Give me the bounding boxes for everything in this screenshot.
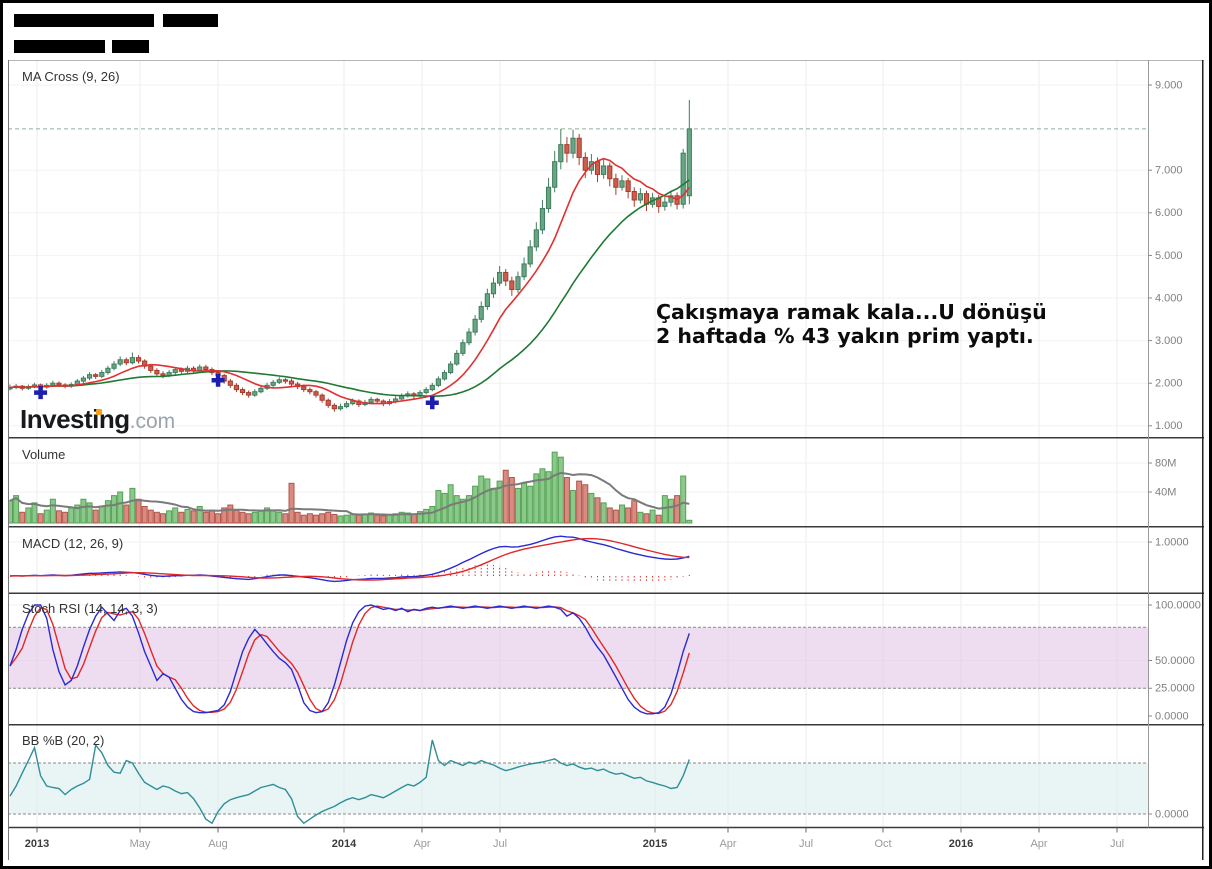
- svg-text:100.0000: 100.0000: [1155, 599, 1201, 611]
- redacted-chart-subtitle: [14, 40, 105, 53]
- cross-marker-icon: [425, 396, 439, 410]
- svg-text:1.000: 1.000: [1155, 420, 1183, 432]
- svg-text:1.0000: 1.0000: [1155, 536, 1189, 548]
- svg-text:3.000: 3.000: [1155, 335, 1183, 347]
- investing-logo-brand: Investing: [20, 404, 130, 434]
- svg-text:4.000: 4.000: [1155, 292, 1183, 304]
- panel-frame: [8, 60, 1204, 860]
- redacted-instrument-title: [14, 14, 154, 27]
- indicator-label-bb-percent-b: BB %B (20, 2): [22, 733, 105, 748]
- ma-slow-line: [9, 179, 690, 397]
- svg-text:40M: 40M: [1155, 486, 1176, 498]
- stoch-k: [9, 604, 690, 715]
- bb-band: [8, 763, 1148, 814]
- svg-text:0.0000: 0.0000: [1155, 710, 1189, 722]
- svg-text:Apr: Apr: [719, 838, 736, 850]
- indicator-label-stoch-rsi: Stoch RSI (14, 14, 3, 3): [22, 601, 158, 616]
- cross-marker-icon: [34, 386, 48, 400]
- indicator-bands: [8, 626, 1148, 815]
- indicator-label-volume: Volume: [22, 447, 66, 462]
- analyst-annotation: Çakışmaya ramak kala...U dönüşü 2 haftad…: [656, 300, 1047, 348]
- bb-line-g: [9, 739, 690, 825]
- svg-text:Oct: Oct: [874, 838, 891, 850]
- svg-text:0.0000: 0.0000: [1155, 808, 1189, 820]
- svg-text:Jul: Jul: [493, 838, 507, 850]
- cross-marker-icon: [211, 373, 225, 387]
- svg-text:7.000: 7.000: [1155, 165, 1183, 177]
- svg-text:Jul: Jul: [799, 838, 813, 850]
- svg-text:2.000: 2.000: [1155, 378, 1183, 390]
- svg-text:25.0000: 25.0000: [1155, 683, 1195, 695]
- redacted-instrument-title-2: [163, 14, 218, 27]
- investing-logo-orange-dot: [96, 409, 102, 415]
- stoch-k-line: [9, 604, 690, 715]
- ma-slow: [9, 179, 690, 397]
- svg-text:Apr: Apr: [413, 838, 430, 850]
- chart-plot-area[interactable]: 9.000 7.000 6.000 5.000 4.000 3.000 2.000 1.000…: [7, 60, 1204, 860]
- stoch-d: [9, 605, 690, 715]
- stoch-d-line: [9, 605, 690, 715]
- redacted-chart-subtitle-2: [112, 40, 149, 53]
- svg-text:May: May: [130, 838, 151, 850]
- svg-text:50.0000: 50.0000: [1155, 655, 1195, 667]
- bb-percent-b-line: [9, 739, 690, 825]
- svg-text:6.000: 6.000: [1155, 207, 1183, 219]
- volume-ma-line: [9, 471, 690, 516]
- volume-bars: [7, 451, 693, 524]
- svg-text:80M: 80M: [1155, 457, 1176, 469]
- svg-text:2014: 2014: [332, 838, 357, 850]
- indicator-label-macd: MACD (12, 26, 9): [22, 536, 124, 551]
- chart-svg: 9.000 7.000 6.000 5.000 4.000 3.000 2.000 1.000…: [7, 60, 1204, 860]
- annotation-line-1: Çakışmaya ramak kala...U dönüşü: [656, 300, 1047, 324]
- gridlines: [8, 60, 1148, 828]
- svg-text:2013: 2013: [25, 838, 49, 850]
- svg-text:5.000: 5.000: [1155, 250, 1183, 262]
- indicator-label-ma-cross: MA Cross (9, 26): [22, 69, 120, 84]
- price-axis: 9.000 7.000 6.000 5.000 4.000 3.000 2.000 1.000…: [1148, 79, 1201, 820]
- svg-text:Aug: Aug: [208, 838, 228, 850]
- volume-ma: [9, 471, 690, 516]
- svg-text:Apr: Apr: [1030, 838, 1047, 850]
- annotation-line-2: 2 haftada % 43 yakın prim yaptı.: [656, 324, 1034, 348]
- svg-text:9.000: 9.000: [1155, 79, 1183, 91]
- macd-signal-g: [9, 537, 690, 581]
- svg-text:2015: 2015: [643, 838, 667, 850]
- svg-text:2016: 2016: [949, 838, 973, 850]
- ma-fast: [9, 157, 690, 405]
- investing-logo-tld: .com: [129, 410, 176, 433]
- stoch-rsi-band: [8, 627, 1148, 689]
- svg-text:Jul: Jul: [1110, 838, 1124, 850]
- ma-cross-markers: [34, 373, 439, 410]
- macd-signal-line: [9, 537, 690, 581]
- time-axis: 2013 May Aug 2014 Apr Jul 2015 Apr Jul Oct 2016 Apr…: [25, 827, 1124, 850]
- ma-fast-line: [9, 157, 690, 405]
- investing-logo: Investing .com: [20, 404, 175, 435]
